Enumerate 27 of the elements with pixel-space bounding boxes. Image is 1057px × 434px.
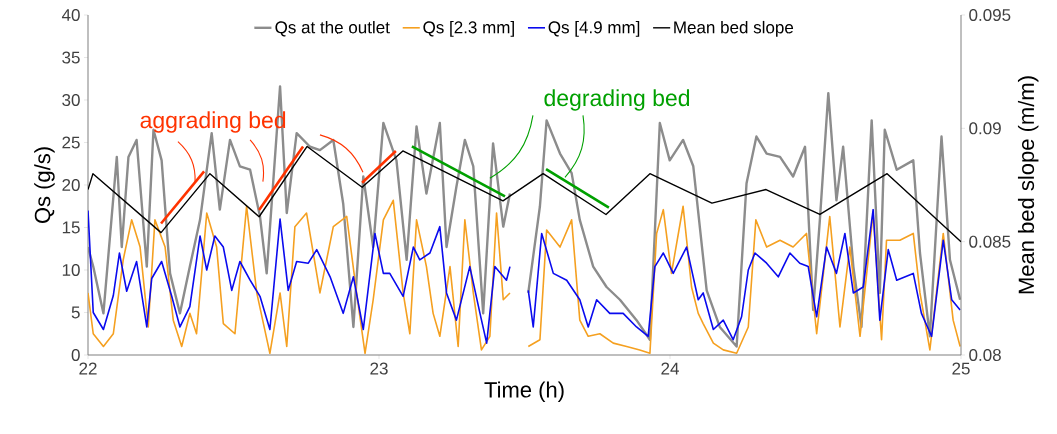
- y2-axis-title: Mean bed slope (m/m): [1017, 76, 1039, 294]
- y-tick-label: 15: [62, 221, 80, 234]
- y2-tick-label: 0.095: [969, 8, 1011, 22]
- y-tick-label: 35: [62, 51, 80, 64]
- y2-tick-label: 0.085: [969, 235, 1011, 248]
- y-tick-label: 40: [61, 8, 80, 22]
- y-tick-label: 30: [62, 93, 80, 107]
- y-tick-label: 20: [62, 178, 80, 192]
- y-tick-label: 10: [62, 263, 80, 277]
- x-tick-label: 25: [952, 362, 970, 375]
- y-tick-label: 0: [71, 348, 80, 362]
- legend-label: Qs [4.9 mm]: [548, 20, 640, 37]
- legend-label: Qs [2.3 mm]: [423, 20, 514, 37]
- x-tick-label: 24: [661, 362, 679, 375]
- line-series: [88, 145, 962, 243]
- y-axis-title: Qs (g/s): [34, 147, 55, 224]
- x-tick-label: 22: [79, 362, 97, 375]
- legend-label: Mean bed slope: [674, 20, 794, 37]
- x-axis-title: Time (h): [484, 381, 564, 402]
- y2-tick-label: 0.08: [969, 348, 1001, 362]
- y2-tick-label: 0.09: [969, 122, 1001, 135]
- x-tick-label: 23: [370, 362, 388, 375]
- legend-label: Qs at the outlet: [275, 20, 390, 37]
- annotation: degrading bed: [544, 89, 690, 111]
- y-tick-label: 25: [62, 136, 80, 149]
- y-tick-label: 5: [71, 306, 80, 319]
- annotation: aggrading bed: [140, 111, 286, 133]
